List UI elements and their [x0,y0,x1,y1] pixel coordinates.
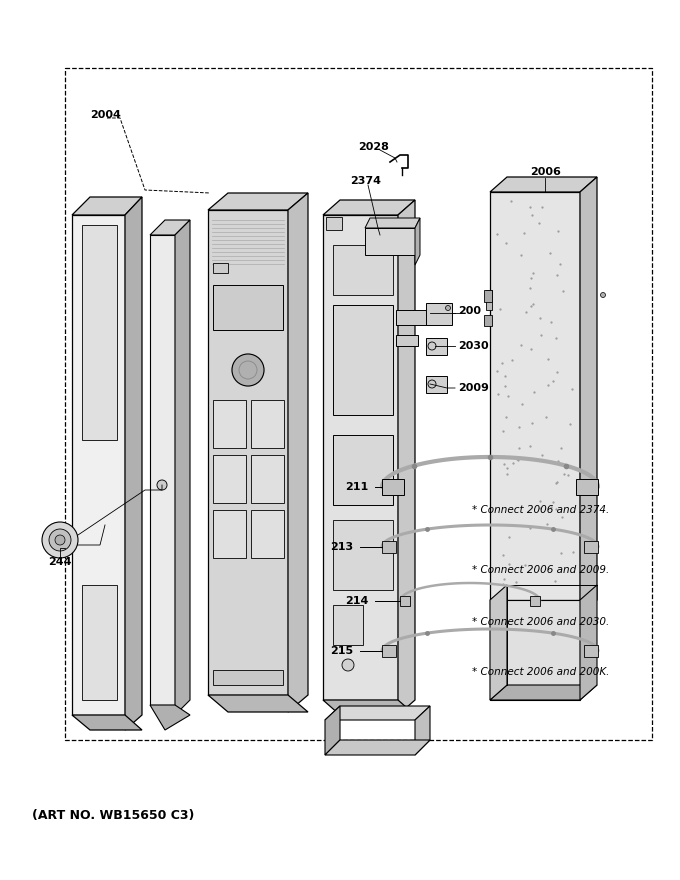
Polygon shape [382,541,396,553]
Polygon shape [323,200,415,215]
Circle shape [427,307,433,313]
Polygon shape [82,225,117,440]
Polygon shape [251,400,284,448]
Polygon shape [150,220,190,235]
Polygon shape [150,235,175,705]
Polygon shape [490,585,507,700]
Polygon shape [382,479,404,495]
Polygon shape [251,510,284,558]
Polygon shape [530,596,540,606]
Text: 215: 215 [330,646,353,656]
Text: 2006: 2006 [530,167,561,177]
Polygon shape [333,435,393,505]
Polygon shape [486,290,492,310]
Polygon shape [72,715,142,730]
Polygon shape [325,706,340,755]
Polygon shape [288,193,308,712]
Text: 244: 244 [48,557,71,567]
Text: * Connect 2006 and 200K.: * Connect 2006 and 200K. [472,667,609,677]
Polygon shape [584,645,598,657]
Polygon shape [333,305,393,415]
Polygon shape [365,218,420,228]
Circle shape [49,529,71,551]
Polygon shape [72,197,142,215]
Text: * Connect 2006 and 2374.: * Connect 2006 and 2374. [472,505,609,515]
Polygon shape [213,285,283,330]
Polygon shape [576,479,598,495]
Text: 2004: 2004 [90,110,121,120]
Polygon shape [213,263,228,273]
Polygon shape [396,310,430,325]
Text: 211: 211 [345,482,369,492]
Polygon shape [150,705,190,730]
Polygon shape [323,700,415,715]
Polygon shape [82,585,117,700]
Circle shape [232,354,264,386]
Text: 2374: 2374 [350,176,381,186]
Circle shape [55,535,65,545]
Polygon shape [325,740,430,755]
Polygon shape [400,596,410,606]
Polygon shape [484,315,492,326]
Text: 200: 200 [458,306,481,316]
Text: 2009: 2009 [458,383,489,393]
Polygon shape [208,210,288,695]
Text: 213: 213 [330,542,353,552]
Text: 2028: 2028 [358,142,389,152]
Polygon shape [213,670,283,685]
Circle shape [42,522,78,558]
Polygon shape [426,303,452,325]
Polygon shape [72,215,125,715]
Polygon shape [415,706,430,755]
Polygon shape [382,645,396,657]
Polygon shape [175,220,190,715]
Polygon shape [490,177,597,192]
Polygon shape [490,685,597,700]
Polygon shape [580,177,597,615]
Polygon shape [490,192,580,600]
Polygon shape [333,520,393,590]
Circle shape [157,480,167,490]
Text: * Connect 2006 and 2030.: * Connect 2006 and 2030. [472,617,609,627]
Polygon shape [325,706,430,720]
Polygon shape [333,605,363,645]
Polygon shape [208,193,308,210]
Polygon shape [426,376,447,393]
Polygon shape [326,217,342,230]
Circle shape [600,292,605,297]
Circle shape [445,305,450,311]
Polygon shape [490,600,580,700]
Polygon shape [213,400,246,448]
Polygon shape [398,200,415,715]
Text: (ART NO. WB15650 C3): (ART NO. WB15650 C3) [32,809,194,822]
Polygon shape [125,197,142,730]
Polygon shape [365,228,415,255]
Circle shape [342,659,354,671]
Circle shape [428,380,436,388]
Polygon shape [213,510,246,558]
Polygon shape [584,541,598,553]
Polygon shape [323,215,398,700]
Polygon shape [484,290,492,302]
Polygon shape [415,218,420,265]
Polygon shape [333,245,393,295]
Polygon shape [208,695,308,712]
Text: 2030: 2030 [458,341,489,351]
Polygon shape [396,335,418,346]
Polygon shape [213,455,246,503]
Polygon shape [426,338,447,355]
Polygon shape [580,585,597,700]
Text: * Connect 2006 and 2009.: * Connect 2006 and 2009. [472,565,609,575]
Polygon shape [251,455,284,503]
Circle shape [428,342,436,350]
Text: 214: 214 [345,596,369,606]
